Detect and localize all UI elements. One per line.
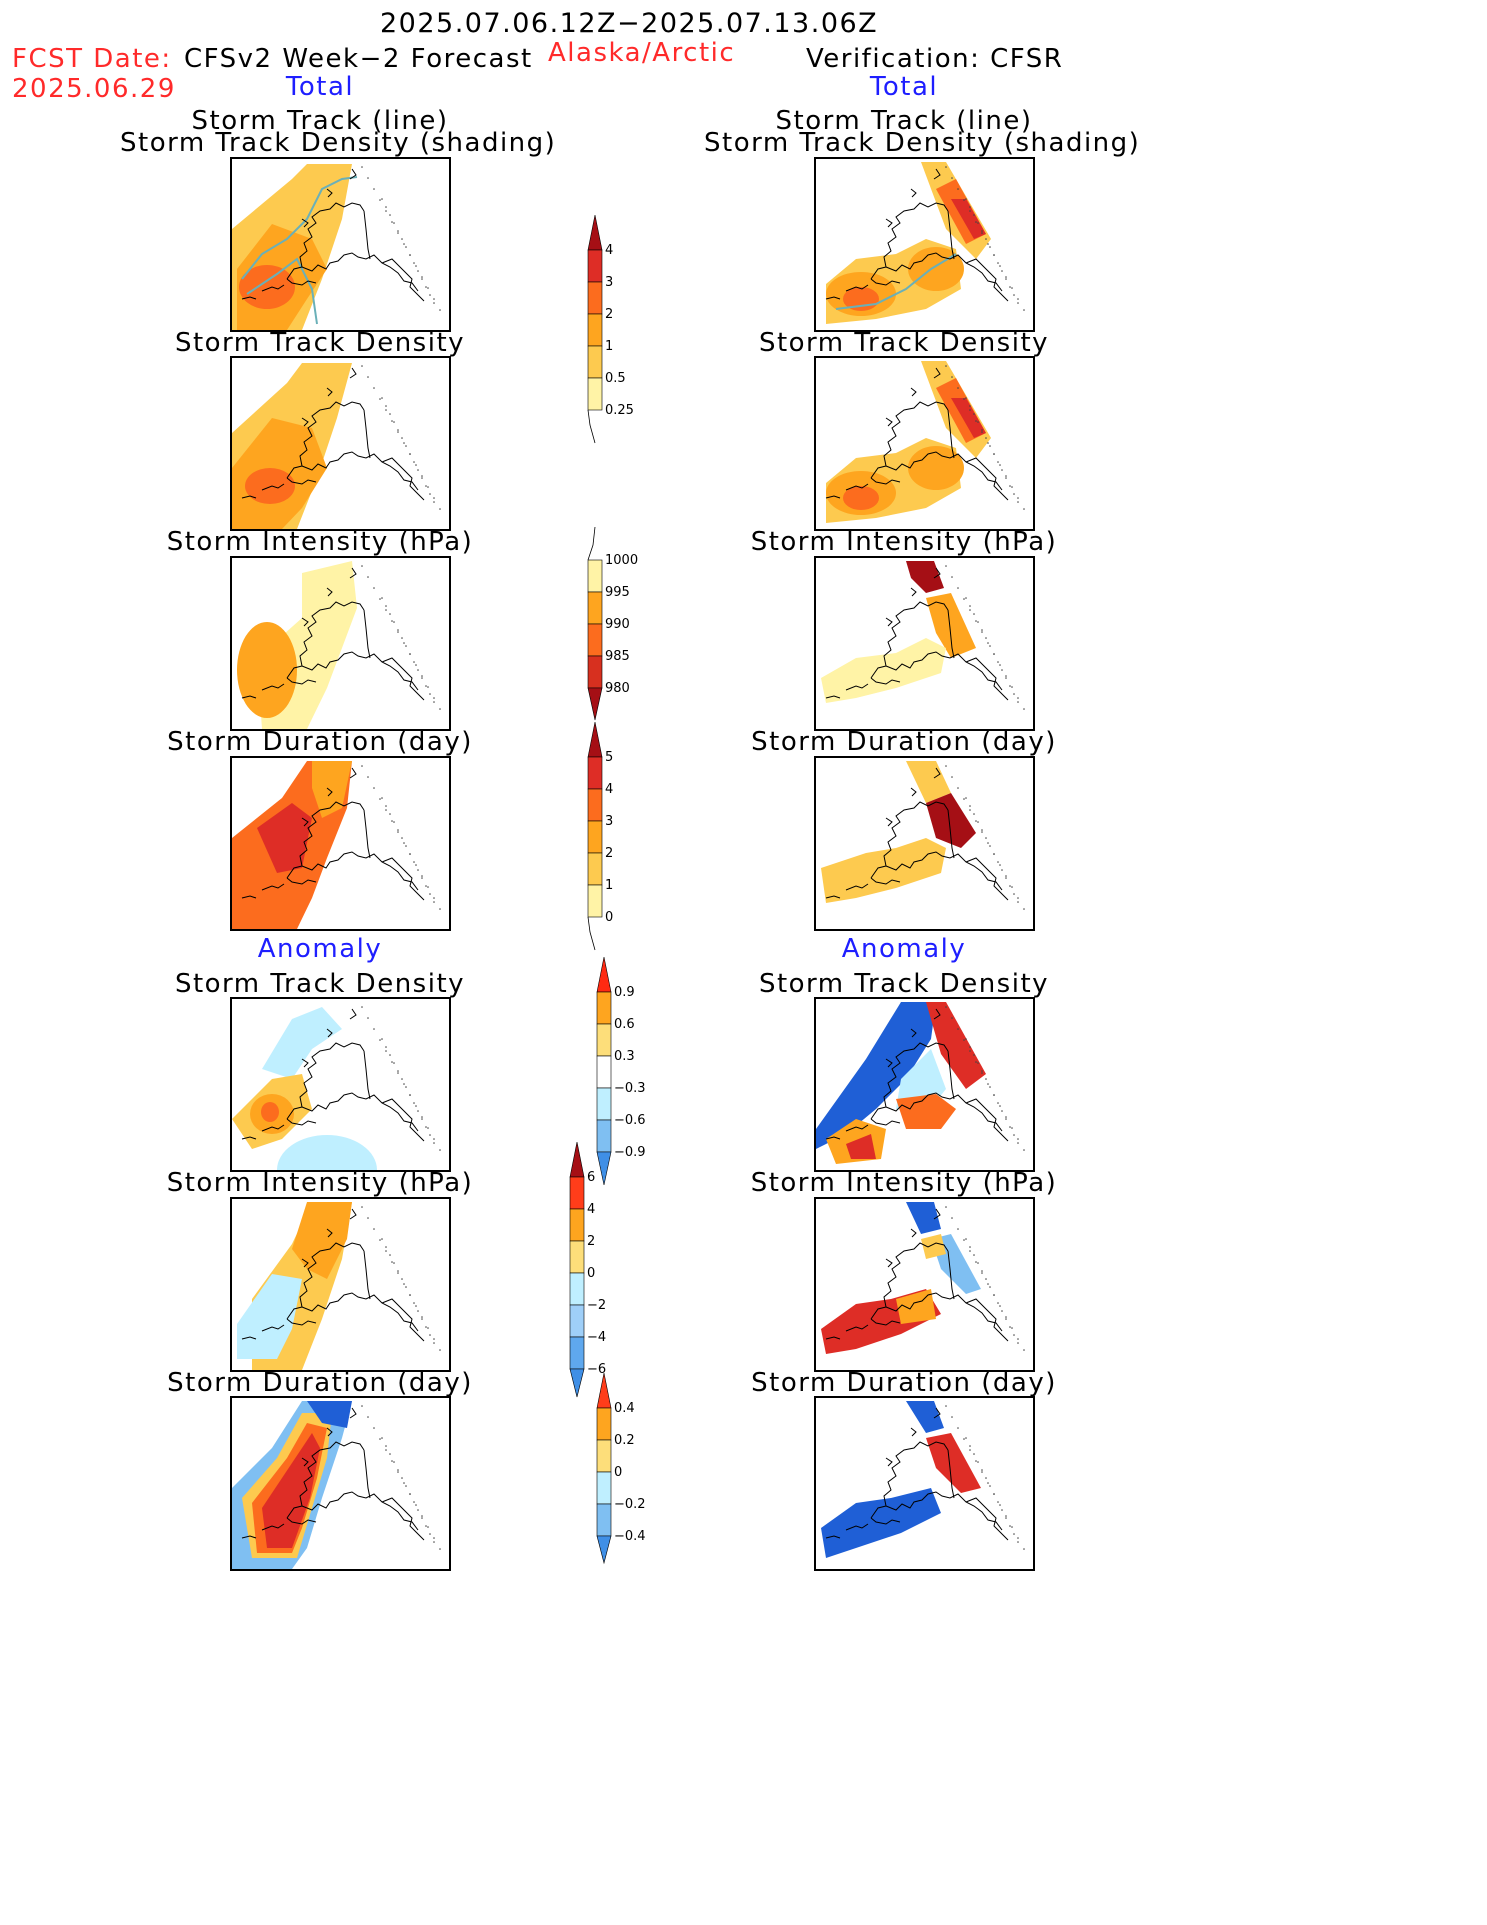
colorbar-duration-anomaly: 0.4 0.2 0 −0.2 −0.4 bbox=[596, 1372, 657, 1577]
map-left-anom-intensity bbox=[230, 1197, 451, 1372]
map-left-density bbox=[230, 356, 451, 531]
colorbar-density-anomaly: 0.9 0.6 0.3 −0.3 −0.6 −0.9 bbox=[596, 956, 657, 1191]
cbar-anom-duration-tick: −0.4 bbox=[614, 1529, 646, 1544]
cbar-anom-density-tick: −0.9 bbox=[614, 1145, 646, 1160]
colorbar-intensity-total: 1000 995 990 985 980 bbox=[587, 525, 648, 729]
cbar-anom-intensity-tick: 6 bbox=[587, 1170, 595, 1185]
left-density-title: Storm Track Density bbox=[174, 328, 466, 358]
right-track-title-2: Storm Track Density (shading) bbox=[704, 128, 1141, 158]
region-title: Alaska/Arctic bbox=[548, 38, 736, 68]
map-right-anom-density bbox=[814, 997, 1035, 1172]
left-track-title-1: Storm Track (line) bbox=[191, 106, 449, 136]
cbar-intensity-tick: 985 bbox=[605, 649, 630, 664]
cbar-duration-tick: 0 bbox=[605, 910, 613, 925]
cbar-density-tick: 0.5 bbox=[605, 371, 626, 386]
cbar-duration-tick: 1 bbox=[605, 878, 613, 893]
cbar-anom-intensity-tick: −4 bbox=[587, 1330, 606, 1345]
colorbar-intensity-anomaly: 6 4 2 0 −2 −4 −6 bbox=[569, 1141, 630, 1406]
map-left-duration bbox=[230, 756, 451, 931]
cbar-intensity-tick: 1000 bbox=[605, 553, 638, 568]
left-anom-duration-title: Storm Duration (day) bbox=[167, 1368, 473, 1398]
left-anomaly-label: Anomaly bbox=[257, 934, 383, 964]
cbar-anom-density-tick: 0.6 bbox=[614, 1017, 635, 1032]
cbar-anom-intensity-tick: 2 bbox=[587, 1234, 595, 1249]
right-anomaly-label: Anomaly bbox=[841, 934, 967, 964]
right-verification-title: Verification: CFSR bbox=[806, 44, 1064, 74]
cbar-anom-intensity-tick: 0 bbox=[587, 1266, 595, 1281]
left-track-title-2: Storm Track Density (shading) bbox=[120, 128, 557, 158]
left-forecast-title: CFSv2 Week−2 Forecast bbox=[184, 44, 533, 74]
left-total-label: Total bbox=[285, 72, 355, 102]
map-left-anom-duration bbox=[230, 1396, 451, 1571]
cbar-density-tick: 0.25 bbox=[605, 403, 634, 418]
map-right-anom-duration bbox=[814, 1396, 1035, 1571]
cbar-anom-density-tick: −0.6 bbox=[614, 1113, 646, 1128]
cbar-intensity-tick: 995 bbox=[605, 585, 630, 600]
cbar-anom-intensity-tick: −6 bbox=[587, 1362, 606, 1377]
cbar-density-tick: 4 bbox=[605, 243, 613, 258]
cbar-anom-duration-tick: 0.4 bbox=[614, 1401, 635, 1416]
cbar-anom-duration-tick: −0.2 bbox=[614, 1497, 646, 1512]
map-left-anom-density bbox=[230, 997, 451, 1172]
map-right-intensity bbox=[814, 556, 1035, 731]
left-anom-density-title: Storm Track Density bbox=[174, 969, 466, 999]
cbar-anom-density-tick: 0.9 bbox=[614, 985, 635, 1000]
right-total-label: Total bbox=[869, 72, 939, 102]
map-right-duration bbox=[814, 756, 1035, 931]
map-left-track bbox=[230, 157, 451, 332]
left-duration-title: Storm Duration (day) bbox=[167, 727, 473, 757]
right-duration-title: Storm Duration (day) bbox=[751, 727, 1057, 757]
colorbar-duration-total: 5 4 3 2 1 0 bbox=[587, 721, 648, 956]
map-right-track bbox=[814, 157, 1035, 332]
period-title: 2025.07.06.12Z−2025.07.13.06Z bbox=[380, 8, 879, 39]
right-track-title-1: Storm Track (line) bbox=[775, 106, 1033, 136]
right-anom-duration-title: Storm Duration (day) bbox=[751, 1368, 1057, 1398]
cbar-anom-intensity-tick: −2 bbox=[587, 1298, 606, 1313]
map-right-anom-intensity bbox=[814, 1197, 1035, 1372]
cbar-duration-tick: 5 bbox=[605, 750, 613, 765]
cbar-density-tick: 2 bbox=[605, 307, 613, 322]
cbar-intensity-tick: 980 bbox=[605, 681, 630, 696]
fcst-date-label: FCST Date: bbox=[12, 44, 172, 74]
cbar-duration-tick: 4 bbox=[605, 782, 613, 797]
left-anom-intensity-title: Storm Intensity (hPa) bbox=[166, 1168, 474, 1198]
cbar-anom-density-tick: −0.3 bbox=[614, 1081, 646, 1096]
cbar-duration-tick: 2 bbox=[605, 846, 613, 861]
cbar-anom-density-tick: 0.3 bbox=[614, 1049, 635, 1064]
map-right-density bbox=[814, 356, 1035, 531]
cbar-anom-intensity-tick: 4 bbox=[587, 1202, 595, 1217]
right-density-title: Storm Track Density bbox=[758, 328, 1050, 358]
fcst-date-value: 2025.06.29 bbox=[12, 74, 176, 104]
cbar-intensity-tick: 990 bbox=[605, 617, 630, 632]
right-anom-intensity-title: Storm Intensity (hPa) bbox=[750, 1168, 1058, 1198]
cbar-anom-duration-tick: 0.2 bbox=[614, 1433, 635, 1448]
right-anom-density-title: Storm Track Density bbox=[758, 969, 1050, 999]
map-left-intensity bbox=[230, 556, 451, 731]
left-intensity-title: Storm Intensity (hPa) bbox=[166, 527, 474, 557]
cbar-density-tick: 1 bbox=[605, 339, 613, 354]
cbar-duration-tick: 3 bbox=[605, 814, 613, 829]
cbar-density-tick: 3 bbox=[605, 275, 613, 290]
cbar-anom-duration-tick: 0 bbox=[614, 1465, 622, 1480]
right-intensity-title: Storm Intensity (hPa) bbox=[750, 527, 1058, 557]
colorbar-density-total: 4 3 2 1 0.5 0.25 bbox=[587, 214, 648, 449]
